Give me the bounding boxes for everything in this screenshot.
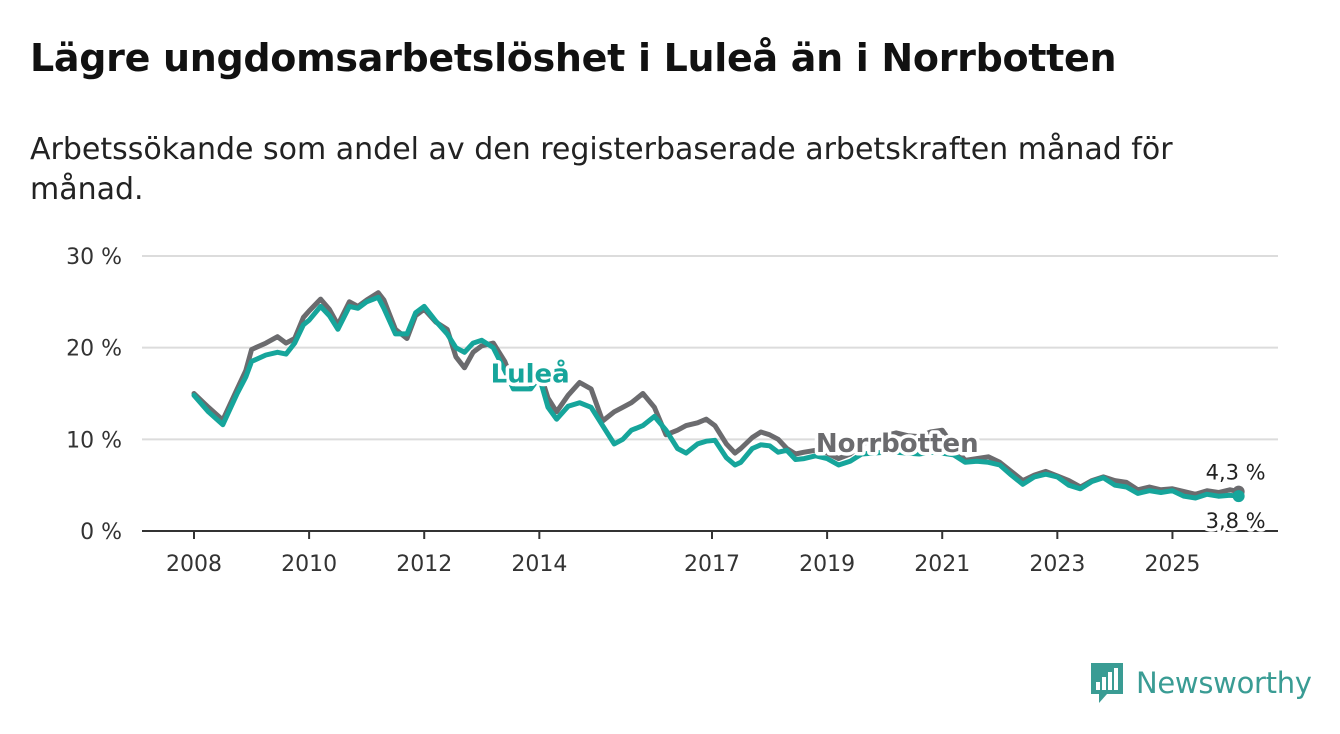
x-tick-label: 2025: [1144, 552, 1200, 577]
x-tick-label: 2019: [799, 552, 855, 577]
x-tick-label: 2008: [166, 552, 222, 577]
series-line-lulea: [191, 294, 1242, 501]
end-value-label-norrbotten-halo: 4,3 %: [1206, 461, 1266, 485]
brand-name: Newsworthy: [1136, 666, 1312, 700]
y-tick-label: 30 %: [66, 245, 122, 270]
bar-chart-logo-icon: [1091, 663, 1123, 703]
end-value-label-lulea-halo: 3,8 %: [1206, 509, 1266, 533]
x-tick-label: 2017: [684, 552, 740, 577]
y-tick-label: 20 %: [66, 337, 122, 362]
end-value-label-lulea: 3,8 %: [1206, 509, 1266, 533]
series-end-marker-lulea: [1232, 490, 1245, 503]
end-value-label-norrbotten: 4,3 %: [1206, 461, 1266, 485]
gridlines: [142, 255, 1278, 441]
series-label-norrbotten: Norrbotten: [816, 429, 979, 459]
series-label-norrbotten-halo: Norrbotten: [816, 429, 979, 459]
series-label-lulea: Luleå: [491, 357, 570, 389]
series-line-norrbotten: [191, 290, 1242, 497]
x-tick-label: 2021: [914, 552, 970, 577]
y-tick-label: 0 %: [80, 520, 122, 545]
series-label-lulea-halo: Luleå: [491, 357, 570, 389]
x-tick-label: 2012: [396, 552, 452, 577]
y-tick-label: 10 %: [66, 428, 122, 453]
chart-subtitle: Arbetssökande som andel av den registerb…: [30, 132, 1173, 207]
x-tick-label: 2023: [1029, 552, 1085, 577]
newsworthy-brand[interactable]: Newsworthy: [1088, 660, 1312, 706]
x-tick-label: 2014: [511, 552, 567, 577]
series-lines: [191, 290, 1245, 503]
axes: 0 % 10 % 20 % 30 % 2008 2010 2012 2014 2017 2019 2…: [66, 245, 1278, 577]
chart-title: Lägre ungdomsarbetslöshet i Luleå än i N…: [30, 36, 1117, 80]
x-tick-label: 2010: [281, 552, 337, 577]
